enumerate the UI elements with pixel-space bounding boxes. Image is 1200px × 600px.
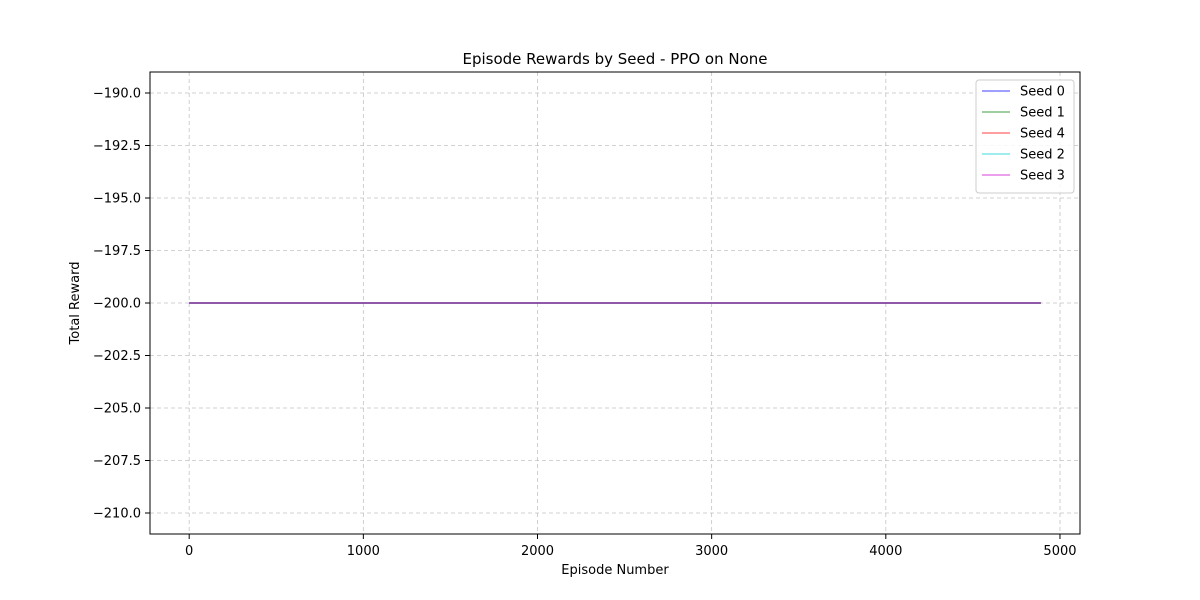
y-tick-label: −205.0 [93,402,141,417]
x-axis-label: Episode Number [561,563,669,578]
x-tick-label: 2000 [521,544,554,559]
legend-box [975,79,1075,194]
x-tick-label: 0 [185,544,193,559]
legend-label: Seed 0 [1020,85,1065,100]
legend-label: Seed 1 [1020,106,1065,121]
legend: Seed 0 Seed 1 Seed 4 Seed 2 Seed 3 [975,79,1075,194]
y-tick-label: −210.0 [93,507,141,522]
y-tick-label: −190.0 [93,87,141,102]
y-axis-ticks: −190.0 −192.5 −195.0 −197.5 −200.0 −202.5 −205… [93,87,150,522]
legend-label: Seed 3 [1020,169,1065,184]
x-tick-label: 1000 [347,544,380,559]
y-tick-label: −195.0 [93,192,141,207]
y-tick-label: −202.5 [93,349,141,364]
x-tick-label: 3000 [695,544,728,559]
y-tick-label: −197.5 [93,244,141,259]
x-tick-label: 5000 [1043,544,1076,559]
x-tick-label: 4000 [869,544,902,559]
legend-label: Seed 2 [1020,148,1065,163]
y-axis-label: Total Reward [68,262,83,346]
y-tick-label: −192.5 [93,139,141,154]
y-tick-label: −200.0 [93,297,141,312]
chart-title: Episode Rewards by Seed - PPO on None [463,50,768,68]
x-axis-ticks: 0 1000 2000 3000 4000 5000 [185,534,1077,559]
legend-label: Seed 4 [1020,127,1065,142]
y-tick-label: −207.5 [93,454,141,469]
